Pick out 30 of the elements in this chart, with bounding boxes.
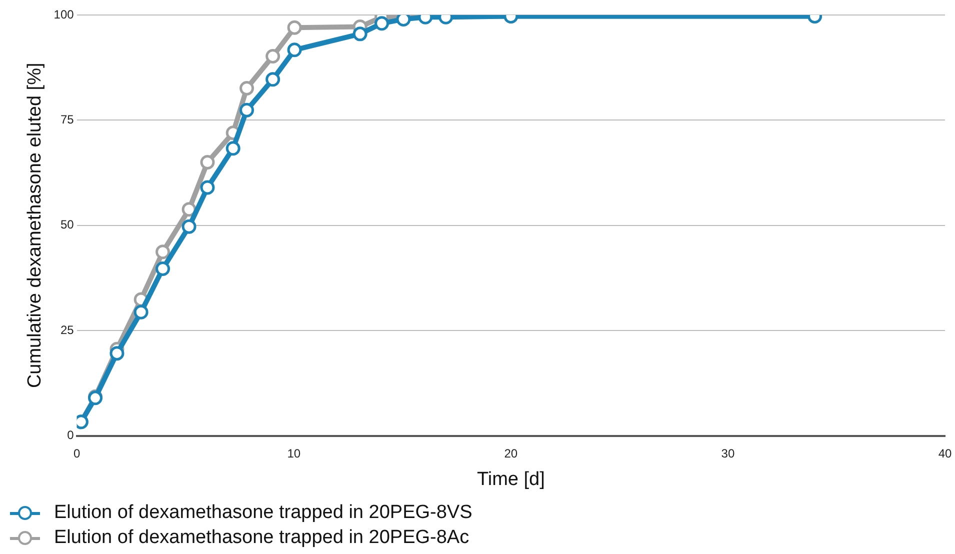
y-tick-label: 50 (60, 218, 74, 232)
point (182, 219, 196, 234)
point (352, 26, 368, 42)
x-tick-label: 10 (287, 446, 301, 460)
point (134, 304, 148, 320)
y-axis-title: Cumulative dexamethasone eluted [%] (24, 62, 46, 388)
point (200, 180, 215, 195)
legend-label: Elution of dexamethasone trapped in 20PEG-8VS (54, 502, 472, 524)
point (240, 102, 254, 118)
point (266, 72, 280, 87)
point (200, 155, 215, 170)
point (240, 80, 254, 96)
point (156, 244, 170, 260)
point (266, 48, 280, 64)
y-tick-label: 100 (54, 7, 74, 22)
x-tick-label: 30 (721, 446, 735, 460)
y-tick-label: 25 (60, 322, 74, 337)
point (287, 20, 302, 35)
legend-label: Elution of dexamethasone trapped in 20PEG-8Ac (54, 526, 470, 548)
y-tick-label: 0 (67, 428, 74, 442)
point (110, 346, 124, 361)
x-tick-label: 40 (938, 446, 952, 460)
point (374, 16, 390, 31)
x-axis-title: Time [d] (476, 468, 545, 490)
y-tick-label: 75 (60, 112, 74, 127)
point (287, 42, 302, 58)
point (182, 202, 196, 217)
point (226, 141, 240, 156)
x-tick-label: 20 (504, 446, 518, 460)
point (156, 261, 170, 276)
